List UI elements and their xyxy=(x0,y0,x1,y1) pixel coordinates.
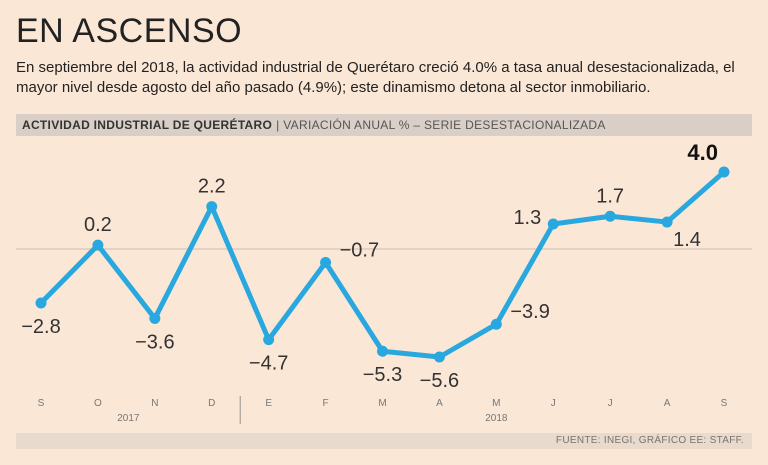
chart-title: ACTIVIDAD INDUSTRIAL DE QUERÉTARO xyxy=(22,118,273,132)
data-point xyxy=(433,351,445,363)
data-label: −0.7 xyxy=(340,240,379,262)
data-point xyxy=(718,166,730,178)
data-point xyxy=(547,218,559,230)
data-label: −2.8 xyxy=(21,316,60,338)
data-label: −5.6 xyxy=(420,370,459,392)
data-label: 1.4 xyxy=(673,229,701,251)
x-tick-label: S xyxy=(721,398,728,409)
data-point xyxy=(263,334,275,346)
data-label: −5.3 xyxy=(363,364,402,386)
page-title: EN ASCENSO xyxy=(16,12,243,50)
data-point xyxy=(490,318,502,330)
chart-header-band: ACTIVIDAD INDUSTRIAL DE QUERÉTARO | VARIAC… xyxy=(16,114,752,136)
x-tick-label: A xyxy=(436,398,443,409)
x-tick-label: F xyxy=(323,398,329,409)
data-label: −4.7 xyxy=(249,353,288,375)
data-point xyxy=(149,312,161,324)
x-tick-label: A xyxy=(664,398,671,409)
year-label: 2017 xyxy=(117,413,140,424)
data-label: −3.9 xyxy=(510,301,549,323)
chart-subtitle: VARIACIÓN ANUAL % – SERIE DESESTACIONALI… xyxy=(283,118,606,132)
page-subtitle: En septiembre del 2018, la actividad ind… xyxy=(16,59,735,96)
data-label: 1.3 xyxy=(513,207,541,229)
data-label: 0.2 xyxy=(84,214,112,236)
data-label: 1.7 xyxy=(596,185,624,207)
source-text: FUENTE: INEGI, GRÁFICO EE: STAFF. xyxy=(555,435,744,446)
x-tick-label: M xyxy=(492,398,500,409)
data-point xyxy=(320,257,332,268)
data-point xyxy=(661,216,673,228)
data-label: −3.6 xyxy=(135,331,174,353)
data-point xyxy=(206,201,218,213)
x-tick-label: S xyxy=(38,398,45,409)
data-point xyxy=(92,239,104,251)
data-label: 4.0 xyxy=(687,140,718,165)
data-point xyxy=(35,297,47,309)
x-tick-label: O xyxy=(94,398,102,409)
data-point xyxy=(604,210,616,222)
x-tick-label: D xyxy=(208,398,215,409)
source-footer: FUENTE: INEGI, GRÁFICO EE: STAFF. xyxy=(16,433,752,449)
chart-title-separator: | xyxy=(276,118,280,132)
x-tick-label: E xyxy=(265,398,272,409)
data-point xyxy=(377,345,388,357)
x-tick-label: M xyxy=(378,398,386,409)
x-tick-label: J xyxy=(608,398,613,409)
year-label: 2018 xyxy=(485,413,508,424)
x-tick-label: N xyxy=(151,398,158,409)
x-tick-label: J xyxy=(551,398,556,409)
data-label: 2.2 xyxy=(198,176,226,198)
